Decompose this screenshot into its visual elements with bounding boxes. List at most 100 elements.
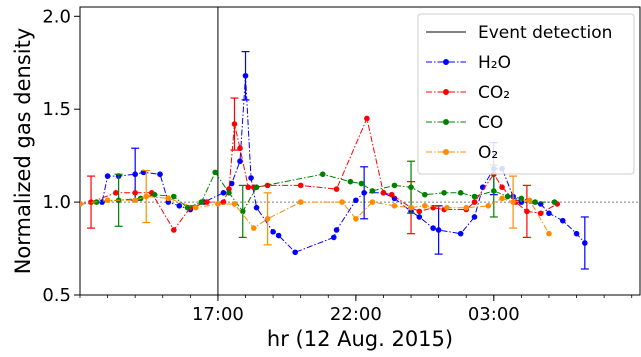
data-point	[499, 184, 505, 191]
data-point	[132, 190, 138, 196]
data-point	[380, 190, 387, 196]
data-point	[537, 210, 544, 217]
data-point	[228, 180, 235, 187]
data-point	[270, 229, 276, 235]
data-point	[220, 199, 227, 205]
data-point	[165, 195, 172, 202]
data-point	[416, 208, 423, 215]
data-point	[457, 190, 464, 196]
data-point	[253, 184, 260, 191]
data-point	[242, 72, 249, 79]
data-point	[250, 225, 257, 231]
data-point	[184, 204, 191, 211]
data-point	[546, 230, 552, 237]
data-point	[422, 203, 428, 209]
legend-item: CO	[426, 113, 503, 133]
data-point	[361, 190, 367, 196]
data-point	[471, 214, 478, 220]
data-point	[339, 199, 345, 205]
data-point	[157, 171, 163, 178]
series-line	[80, 171, 555, 213]
data-layer	[80, 7, 640, 295]
data-point	[113, 190, 119, 196]
data-point	[80, 201, 83, 207]
y-tick-label: 2.0	[42, 6, 71, 27]
legend-item: Event detection	[426, 23, 612, 43]
y-tick-label: 1.5	[42, 99, 71, 120]
x-tick-label: 03:00	[468, 304, 520, 325]
y-axis-label: Normalized gas density	[11, 28, 35, 275]
data-point	[143, 193, 150, 200]
plot-frame	[79, 6, 641, 296]
data-point	[88, 199, 94, 205]
data-point	[193, 204, 199, 211]
data-point	[518, 195, 525, 202]
data-point	[551, 199, 558, 205]
data-point	[132, 197, 138, 204]
legend-label: CO	[478, 113, 503, 133]
data-point	[573, 230, 580, 237]
data-point	[239, 208, 246, 215]
data-point	[364, 115, 370, 122]
data-point	[264, 216, 271, 222]
data-point	[369, 199, 376, 205]
data-point	[275, 232, 282, 239]
data-point	[319, 171, 326, 178]
data-point	[430, 204, 436, 211]
legend-marker	[443, 149, 449, 155]
y-tick-label: 1.0	[42, 192, 71, 213]
data-point	[430, 225, 436, 231]
data-point	[170, 227, 177, 233]
data-point	[457, 230, 464, 237]
x-axis-label: hr (12 Aug. 2015)	[267, 327, 453, 351]
data-point	[104, 173, 111, 179]
data-point	[546, 210, 552, 217]
data-point	[176, 203, 183, 209]
data-point	[215, 201, 221, 207]
data-point	[444, 204, 450, 211]
legend-marker	[443, 119, 449, 125]
series-line	[80, 195, 550, 234]
data-point	[212, 169, 218, 176]
data-point	[463, 204, 470, 211]
legend-label: O₂	[478, 143, 498, 163]
data-point	[582, 240, 588, 246]
data-point	[559, 217, 566, 224]
data-point	[231, 201, 238, 207]
data-point	[532, 199, 538, 205]
data-point	[292, 249, 298, 256]
data-point	[231, 121, 238, 127]
legend-label: CO₂	[478, 83, 510, 103]
legend-item: O₂	[426, 143, 498, 163]
data-point	[471, 199, 478, 205]
data-point	[220, 190, 227, 196]
data-point	[499, 195, 505, 202]
data-point	[198, 199, 205, 205]
data-point	[333, 186, 340, 192]
data-point	[132, 171, 138, 178]
data-point	[353, 197, 359, 204]
data-point	[369, 188, 376, 194]
data-point	[441, 190, 447, 196]
data-point	[526, 197, 533, 204]
series-3	[80, 169, 552, 246]
legend-marker	[443, 89, 449, 95]
data-point	[416, 214, 423, 220]
data-point	[524, 208, 530, 215]
data-point	[504, 193, 511, 200]
data-point	[204, 199, 210, 205]
data-point	[104, 197, 111, 204]
data-point	[485, 203, 492, 209]
data-point	[297, 199, 304, 205]
plot-area: 0.5 1.0 1.5 2.0 17:00 22:00 03:00	[42, 6, 641, 325]
data-point	[422, 191, 428, 198]
legend-label: H₂O	[478, 53, 511, 73]
data-point	[333, 227, 340, 233]
legend-item: CO₂	[426, 83, 510, 103]
data-point	[297, 182, 304, 189]
data-point	[237, 145, 243, 152]
data-point	[358, 180, 365, 187]
data-point	[408, 204, 414, 211]
data-point	[391, 182, 398, 189]
